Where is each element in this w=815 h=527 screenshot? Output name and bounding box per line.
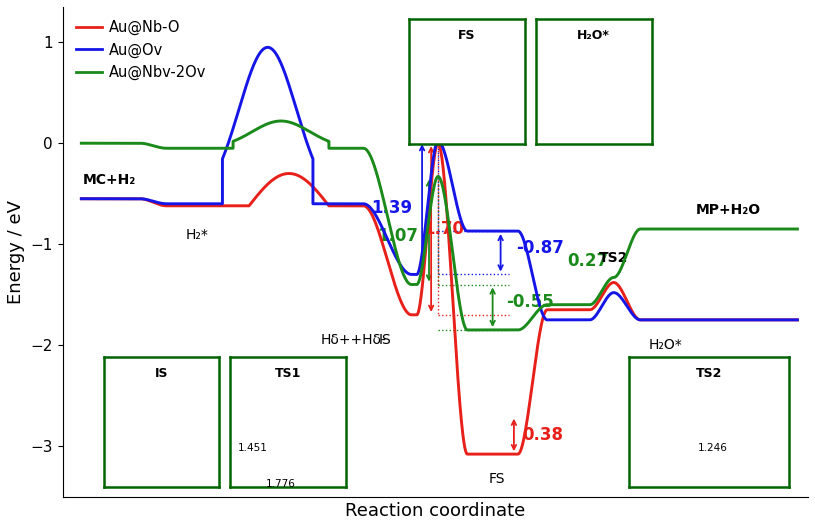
Text: MC+H₂: MC+H₂ [83, 173, 136, 187]
Text: -0.87: -0.87 [517, 239, 565, 257]
Text: 1.776: 1.776 [267, 480, 296, 490]
Text: 0.38: 0.38 [522, 426, 563, 444]
Text: 1.39: 1.39 [372, 199, 412, 217]
Text: 1.07: 1.07 [377, 227, 418, 245]
X-axis label: Reaction coordinate: Reaction coordinate [346, 502, 526, 520]
Text: 1.70: 1.70 [424, 220, 465, 238]
Text: TS1: TS1 [423, 121, 453, 135]
Text: TS2: TS2 [599, 251, 628, 266]
Text: H₂*: H₂* [185, 228, 208, 242]
Text: 1.451: 1.451 [238, 443, 267, 453]
Text: 1.246: 1.246 [698, 443, 728, 453]
Text: Hδ++Hδ-: Hδ++Hδ- [321, 333, 387, 347]
Text: 0.27: 0.27 [567, 252, 609, 270]
Text: -0.55: -0.55 [506, 293, 553, 311]
Text: FS: FS [488, 472, 504, 486]
Text: H₂O*: H₂O* [649, 338, 682, 352]
Legend: Au@Nb-O, Au@Ov, Au@Nbv-2Ov: Au@Nb-O, Au@Ov, Au@Nbv-2Ov [70, 14, 213, 86]
Y-axis label: Energy / eV: Energy / eV [7, 200, 25, 304]
Text: IS: IS [378, 333, 391, 347]
Text: MP+H₂O: MP+H₂O [696, 203, 760, 217]
